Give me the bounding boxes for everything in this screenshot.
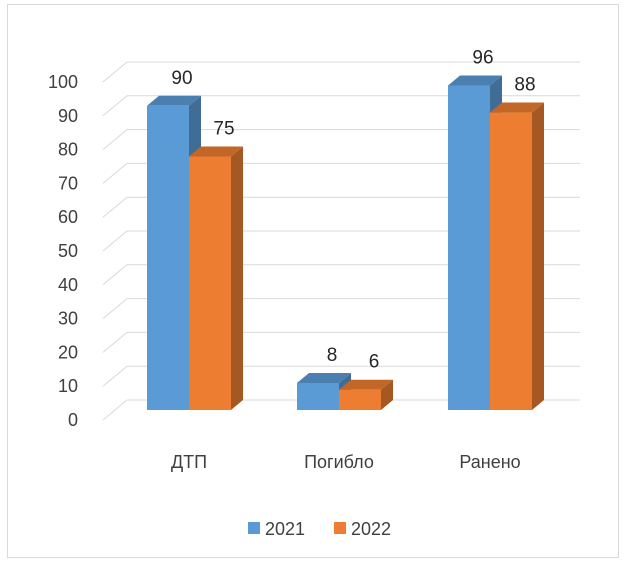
y-tick-label: 90 (58, 106, 78, 126)
bar-2022-3 (490, 102, 544, 410)
data-label: 90 (171, 68, 192, 89)
gridline-diag (102, 95, 128, 117)
legend: 2021 2022 (248, 519, 391, 539)
y-tick-label: 50 (58, 241, 78, 261)
legend-swatch (334, 522, 346, 534)
category-label: Ранено (459, 452, 520, 472)
bars (147, 75, 544, 411)
data-label: 88 (514, 75, 535, 96)
category-label: ДТП (171, 452, 207, 472)
category-label: Погибло (304, 452, 374, 472)
gridline-diag (102, 298, 128, 319)
data-label: 8 (327, 345, 338, 366)
gridline-diag (102, 332, 128, 353)
gridline-diag (102, 264, 128, 286)
gridline-diag (102, 365, 128, 387)
bar-2022-2 (339, 379, 393, 410)
legend-label: 2022 (351, 519, 391, 539)
data-label: 96 (472, 48, 493, 69)
legend-item-2021: 2021 (248, 519, 305, 539)
y-tick-label: 80 (58, 140, 78, 160)
gridline-diag (102, 163, 128, 184)
gridline-diag (102, 230, 128, 252)
gridline-diag (102, 196, 128, 218)
data-label: 75 (213, 119, 234, 140)
legend-swatch (248, 522, 260, 534)
y-tick-label: 10 (58, 376, 78, 396)
y-tick-label: 0 (68, 410, 78, 430)
legend-item-2022: 2022 (334, 519, 391, 539)
gridline-diag (102, 399, 128, 421)
data-label: 6 (369, 352, 380, 373)
legend-label: 2021 (265, 519, 305, 539)
gridline-diag (102, 129, 128, 150)
y-tick-label: 100 (48, 72, 78, 92)
category-labels: ДТП Погибло Ранено (171, 452, 521, 472)
y-tick-label: 20 (58, 342, 78, 362)
y-tick-label: 70 (58, 173, 78, 193)
y-tick-label: 60 (58, 207, 78, 227)
y-tick-label: 40 (58, 275, 78, 295)
data-labels: 90 75 8 6 96 88 (171, 48, 535, 373)
bar-2021-2 (297, 372, 351, 410)
gridline-diag (102, 61, 128, 83)
bar-2022-1 (189, 146, 243, 410)
y-tick-label: 30 (58, 309, 78, 329)
y-axis-ticks: 0 10 20 30 40 50 60 70 80 90 100 (48, 72, 78, 430)
